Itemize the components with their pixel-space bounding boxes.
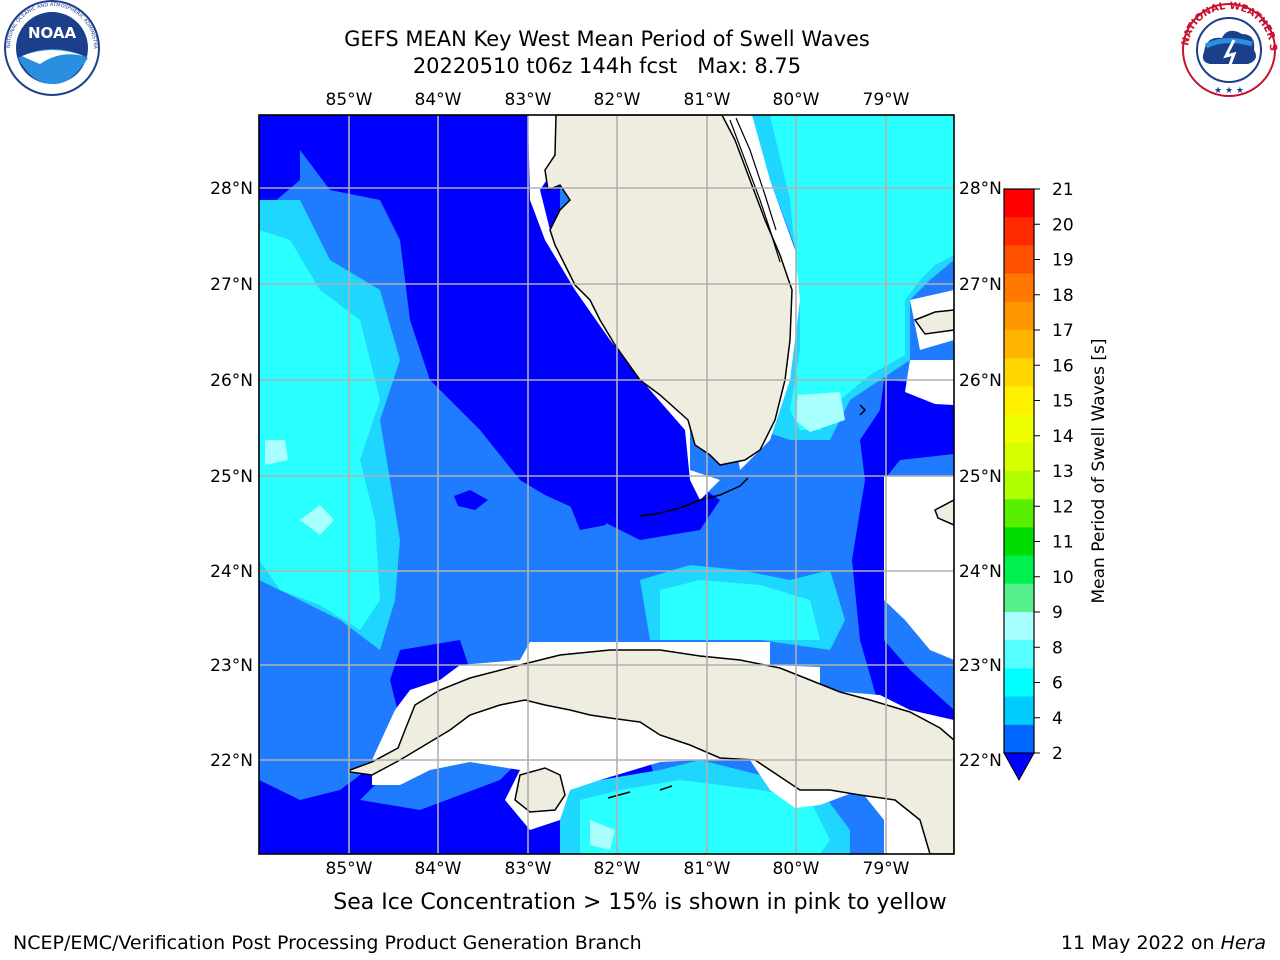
lon-label: 79°W: [863, 90, 910, 110]
lat-label: 23°N: [210, 656, 253, 676]
graticule: [259, 115, 954, 854]
colorbar-swatch: [1004, 442, 1034, 472]
lon-label: 82°W: [594, 90, 641, 110]
lat-label: 27°N: [210, 275, 253, 295]
colorbar-swatch: [1004, 555, 1034, 585]
colorbar-tick-label: 10: [1052, 568, 1074, 588]
colorbar-swatch: [1004, 189, 1034, 218]
lat-label: 23°N: [959, 656, 1002, 676]
lon-label: 79°W: [863, 859, 910, 879]
colorbar-tick-label: 21: [1052, 180, 1074, 200]
colorbar: 21 20 19 18 17 16 15 14 13 12 11 10 9 8 6 4 2 Mean Perio…: [1003, 180, 1109, 782]
lat-label: 27°N: [959, 275, 1002, 295]
colorbar-tick-label: 2: [1052, 744, 1063, 764]
lat-labels-left: 28°N 27°N 26°N 25°N 24°N 23°N 22°N: [210, 179, 253, 771]
colorbar-tick-label: 16: [1052, 356, 1074, 376]
colorbar-label: Mean Period of Swell Waves [s]: [1089, 339, 1109, 604]
machine-name: Hera: [1220, 932, 1266, 954]
colorbar-swatch: [1004, 612, 1034, 641]
lat-label: 22°N: [959, 751, 1002, 771]
colorbar-swatch: [1004, 330, 1034, 359]
nws-logo: NATIONAL WEATHER SERVICE ★ ★ ★: [1176, 0, 1278, 97]
map-field: [259, 115, 954, 854]
lon-labels-top: 85°W 84°W 83°W 82°W 81°W 80°W 79°W: [326, 90, 910, 110]
lon-label: 84°W: [415, 859, 462, 879]
colorbar-ticks: 21 20 19 18 17 16 15 14 13 12 11 10 9 8 6 4 2: [1034, 180, 1074, 764]
colorbar-tick-label: 4: [1052, 709, 1063, 729]
colorbar-tick-label: 19: [1052, 251, 1074, 271]
colorbar-swatch: [1004, 273, 1034, 303]
lon-label: 85°W: [326, 859, 373, 879]
map-frame: [258, 114, 955, 855]
lat-label: 28°N: [210, 179, 253, 199]
colorbar-tick-label: 20: [1052, 215, 1074, 235]
colorbar-swatch: [1004, 640, 1034, 669]
lon-label: 81°W: [684, 859, 731, 879]
colorbar-swatch: [1004, 386, 1034, 416]
lon-label: 83°W: [505, 859, 552, 879]
lat-label: 24°N: [959, 562, 1002, 582]
date-text: 11 May 2022 on: [1060, 932, 1215, 954]
sea-ice-note: Sea Ice Concentration > 15% is shown in …: [333, 890, 947, 915]
colorbar-tick-label: 14: [1052, 427, 1074, 447]
credit-line: NCEP/EMC/Verification Post Processing Pr…: [13, 932, 642, 954]
lat-label: 22°N: [210, 751, 253, 771]
lat-label: 25°N: [210, 467, 253, 487]
lon-label: 83°W: [505, 90, 552, 110]
colorbar-swatch: [1004, 358, 1034, 387]
colorbar-tick-label: 13: [1052, 462, 1074, 482]
lat-labels-right: 28°N 27°N 26°N 25°N 24°N 23°N 22°N: [959, 179, 1002, 771]
colorbar-swatches: [1004, 189, 1034, 754]
colorbar-swatch: [1004, 527, 1034, 557]
lon-label: 84°W: [415, 90, 462, 110]
period-8-9-region: [300, 505, 334, 535]
colorbar-swatch: [1004, 245, 1034, 275]
colorbar-tick-label: 11: [1052, 533, 1074, 553]
lat-label: 24°N: [210, 562, 253, 582]
noaa-logo-text: NOAA: [28, 24, 77, 42]
colorbar-swatch: [1004, 724, 1034, 754]
colorbar-swatch: [1004, 499, 1034, 528]
lat-label: 25°N: [959, 467, 1002, 487]
colorbar-under-triangle: [1003, 752, 1035, 782]
svg-text:★ ★ ★: ★ ★ ★: [1214, 86, 1244, 96]
map-title-line1: GEFS MEAN Key West Mean Period of Swell …: [344, 27, 870, 51]
colorbar-swatch: [1004, 696, 1034, 726]
colorbar-swatch: [1004, 583, 1034, 613]
lon-label: 80°W: [773, 859, 820, 879]
colorbar-swatch: [1004, 217, 1034, 246]
colorbar-swatch: [1004, 471, 1034, 500]
colorbar-tick-label: 8: [1052, 638, 1063, 658]
colorbar-swatch: [1004, 414, 1034, 444]
date-line: 11 May 2022 on Hera: [1061, 932, 1266, 954]
lat-label: 26°N: [959, 371, 1002, 391]
map-title-line2: 20220510 t06z 144h fcst Max: 8.75: [412, 54, 802, 78]
no-data-bahamas: [884, 476, 954, 660]
lon-label: 82°W: [594, 859, 641, 879]
cuba-land: [349, 649, 954, 854]
colorbar-tick-label: 9: [1052, 603, 1063, 623]
colorbar-swatch: [1004, 668, 1034, 698]
colorbar-tick-label: 6: [1052, 674, 1063, 694]
colorbar-tick-label: 15: [1052, 392, 1074, 412]
colorbar-tick-label: 17: [1052, 321, 1074, 341]
florida-land: [544, 115, 793, 466]
period-under-2-region: [290, 115, 720, 540]
colorbar-tick-label: 12: [1052, 497, 1074, 517]
noaa-logo: NOAA NATIONAL OCEANIC AND ATMOSPHERIC AD…: [0, 0, 100, 96]
colorbar-tick-label: 18: [1052, 286, 1074, 306]
lon-label: 85°W: [326, 90, 373, 110]
colorbar-swatch: [1004, 301, 1034, 331]
lon-labels-bottom: 85°W 84°W 83°W 82°W 81°W 80°W 79°W: [326, 859, 910, 879]
lon-label: 81°W: [684, 90, 731, 110]
lat-label: 26°N: [210, 371, 253, 391]
lon-label: 80°W: [773, 90, 820, 110]
lat-label: 28°N: [959, 179, 1002, 199]
